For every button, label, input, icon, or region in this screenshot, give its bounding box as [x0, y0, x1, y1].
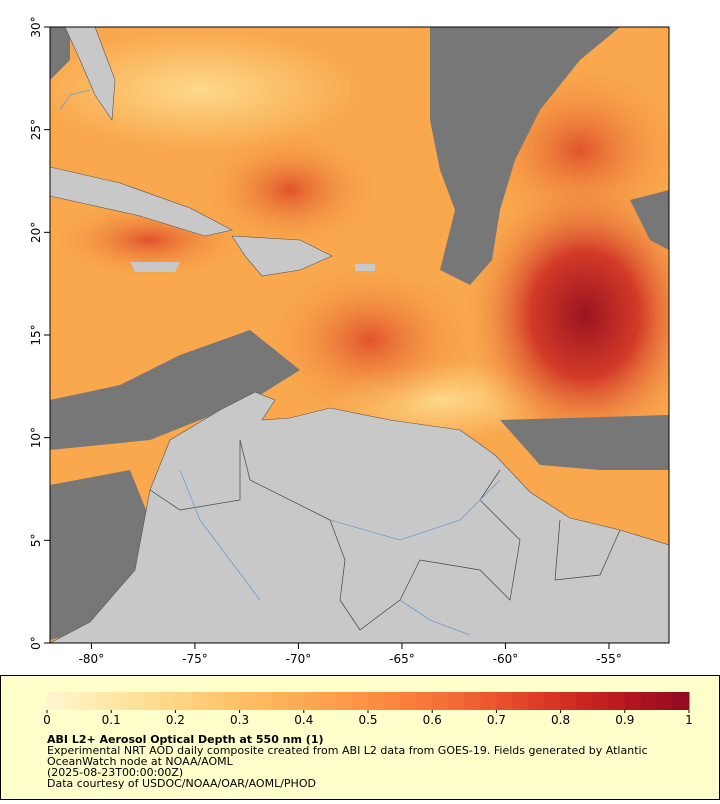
- colorbar-swatch: [207, 692, 225, 710]
- colorbar-swatch: [319, 692, 337, 710]
- colorbar-swatch: [384, 692, 401, 710]
- colorbar-swatch: [335, 692, 353, 710]
- colorbar-swatch: [544, 692, 562, 710]
- colorbar-swatch: [576, 692, 594, 710]
- colorbar-swatch: [63, 692, 80, 710]
- colorbar-swatch: [528, 692, 546, 710]
- colorbar-swatch: [416, 692, 433, 710]
- map-image: [50, 27, 669, 643]
- colorbar-swatch: [127, 692, 144, 710]
- y-tick-label: 25°: [29, 119, 43, 140]
- caption-title: ABI L2+ Aerosol Optical Depth at 550 nm …: [47, 733, 324, 746]
- x-tick-label: -60°: [493, 652, 519, 666]
- caption-line: (2025-08-23T00:00:00Z): [47, 766, 183, 779]
- colorbar-swatch: [111, 692, 128, 710]
- colorbar-swatch: [271, 692, 289, 710]
- colorbar-swatch: [159, 692, 176, 710]
- x-tick-label: -55°: [596, 652, 622, 666]
- y-tick-label: 20°: [29, 222, 43, 243]
- colorbar-swatch: [448, 692, 465, 710]
- colorbar-swatch: [496, 692, 513, 710]
- x-tick-label: -70°: [286, 652, 312, 666]
- colorbar-swatch: [640, 692, 658, 710]
- caption-line: OceanWatch node at NOAA/AOML: [47, 755, 234, 768]
- colorbar-swatch: [480, 692, 497, 710]
- colorbar-swatch: [592, 692, 610, 710]
- colorbar-swatch: [656, 692, 674, 710]
- colorbar-swatch: [287, 692, 305, 710]
- colorbar-tick-label: 0.1: [102, 713, 121, 727]
- caption-line: Data courtesy of USDOC/NOAA/OAR/AOML/PHO…: [47, 777, 316, 790]
- colorbar-swatch: [95, 692, 112, 710]
- x-tick-label: -75°: [182, 652, 208, 666]
- colorbar-swatch: [47, 692, 64, 710]
- colorbar-tick-label: 0.6: [423, 713, 442, 727]
- axes: -80° -75° -70° -65° -60° -55° 0° 5° 10° 15° 20° 25°…: [29, 16, 622, 666]
- colorbar-swatch: [223, 692, 241, 710]
- colorbar-swatch: [560, 692, 578, 710]
- colorbar-tick-label: 0: [43, 713, 51, 727]
- caption-line: Experimental NRT AOD daily composite cre…: [47, 744, 648, 757]
- colorbar-swatch: [512, 692, 529, 710]
- colorbar-swatch: [672, 692, 690, 710]
- colorbar: 0 0.1 0.2 0.3 0.4 0.5 0.6 0.7 0.8 0.9 1: [43, 692, 693, 727]
- colorbar-tick-label: 0.4: [294, 713, 313, 727]
- y-tick-label: 30°: [29, 16, 43, 37]
- x-tick-label: -65°: [389, 652, 415, 666]
- colorbar-tick-label: 0.2: [166, 713, 185, 727]
- y-tick-label: 10°: [29, 427, 43, 448]
- colorbar-swatch: [368, 692, 385, 710]
- y-tick-label: 5°: [29, 534, 43, 548]
- colorbar-swatch: [351, 692, 369, 710]
- y-tick-label: 0°: [29, 636, 43, 650]
- colorbar-swatch: [624, 692, 642, 710]
- colorbar-swatch: [255, 692, 273, 710]
- colorbar-tick-label: 0.7: [487, 713, 506, 727]
- colorbar-swatch: [143, 692, 160, 710]
- colorbar-swatch: [239, 692, 257, 710]
- colorbar-tick-label: 0.5: [358, 713, 377, 727]
- colorbar-swatch: [175, 692, 192, 710]
- colorbar-tick-label: 1: [685, 713, 693, 727]
- colorbar-swatch: [608, 692, 626, 710]
- colorbar-tick-label: 0.8: [551, 713, 570, 727]
- y-tick-label: 15°: [29, 324, 43, 345]
- x-tick-label: -80°: [79, 652, 105, 666]
- colorbar-swatch: [432, 692, 449, 710]
- colorbar-swatch: [191, 692, 208, 710]
- colorbar-tick-label: 0.3: [230, 713, 249, 727]
- colorbar-tick-label: 0.9: [615, 713, 634, 727]
- colorbar-swatch: [79, 692, 96, 710]
- colorbar-swatch: [303, 692, 321, 710]
- colorbar-swatch: [400, 692, 417, 710]
- colorbar-swatch: [464, 692, 481, 710]
